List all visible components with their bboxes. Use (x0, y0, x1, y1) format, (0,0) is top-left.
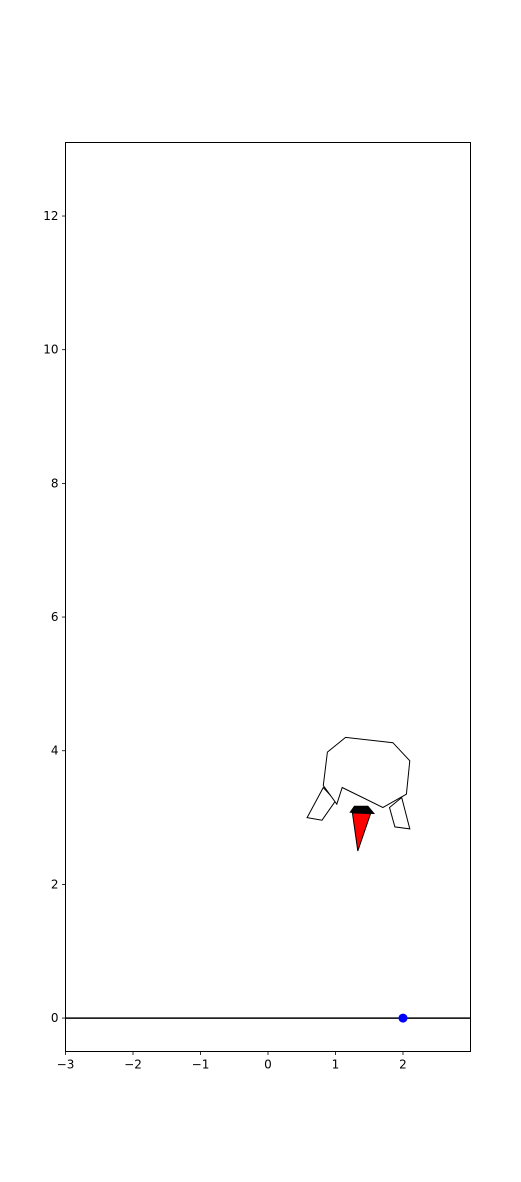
y-tick-label: 12 (43, 209, 58, 223)
x-tick-label: 2 (399, 1058, 407, 1072)
lander-nozzle (349, 805, 376, 815)
x-tick-label: 0 (264, 1058, 272, 1072)
lander (306, 736, 411, 852)
x-tick-label: −3 (57, 1058, 75, 1072)
y-tick-label: 0 (51, 1011, 59, 1025)
y-tick-label: 4 (51, 744, 59, 758)
x-tick-label: 1 (332, 1058, 340, 1072)
y-tick-label: 2 (51, 877, 59, 891)
y-tick-label: 6 (51, 610, 59, 624)
lander-body (322, 736, 411, 809)
y-tick-label: 10 (43, 343, 58, 357)
target-point (398, 1013, 408, 1023)
x-tick-label: −1 (192, 1058, 210, 1072)
y-tick-label: 8 (51, 476, 59, 490)
x-tick-label: −2 (124, 1058, 142, 1072)
plot-area (65, 142, 471, 1052)
x-axis: −3 −2 −1 0 1 2 (57, 1051, 407, 1072)
y-axis: 0 2 4 6 8 10 12 (43, 209, 66, 1025)
lander-right-leg (388, 796, 411, 830)
